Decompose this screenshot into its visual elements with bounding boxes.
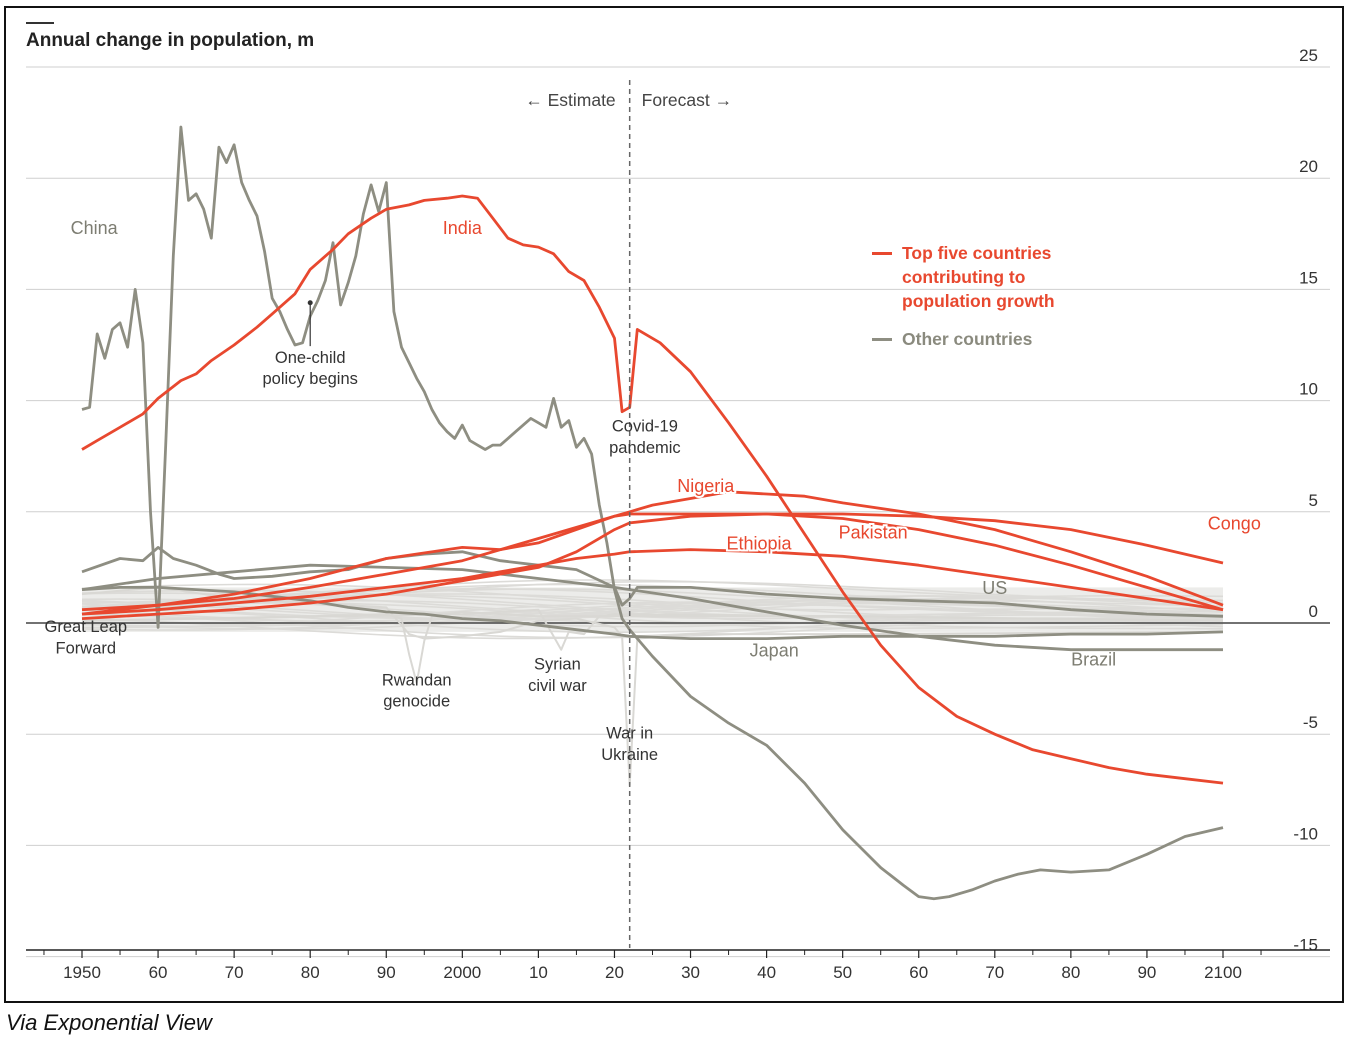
annotation-china: China: [71, 218, 119, 238]
annotation-us: US: [982, 578, 1007, 598]
chart-frame: [4, 6, 1344, 1003]
background-country-line: [81, 595, 1224, 622]
series-line-rwanda: [81, 610, 1224, 684]
series-line-syria: [81, 608, 1224, 651]
forecast-label: Forecast →: [642, 90, 732, 110]
annotation-rwandan: Rwandan genocide: [382, 671, 452, 710]
x-tick-label: 10: [529, 963, 548, 982]
legend: Top five countries contributing to popul…: [872, 241, 1055, 365]
annotation-great-leap: Great Leap Forward: [45, 618, 128, 657]
x-tick-label: 60: [909, 963, 928, 982]
annotation-pakistan: Pakistan: [839, 522, 908, 542]
x-tick-label: 80: [301, 963, 320, 982]
x-tick-label: 1950: [63, 963, 101, 982]
annotation-ethiopia: Ethiopia: [726, 534, 792, 554]
series-line-japan: [81, 586, 1224, 640]
annotation-covid-19: Covid-19 pandemic: [609, 418, 681, 457]
x-tick-label: 20: [605, 963, 624, 982]
background-band: [82, 587, 1223, 632]
estimate-label: ← Estimate: [525, 90, 615, 110]
annotation-one-child: One-child policy begins: [263, 349, 358, 388]
x-tick-label: 90: [1137, 963, 1156, 982]
chart-title: Annual change in population, m: [26, 30, 315, 51]
legend-item-top-five: Top five countries contributing to popul…: [872, 241, 1055, 313]
y-tick-label: 20: [1299, 157, 1318, 176]
background-country-line: [81, 601, 1224, 628]
x-tick-label: 60: [149, 963, 168, 982]
x-tick-label: 2000: [443, 963, 481, 982]
x-tick-label: 50: [833, 963, 852, 982]
annotation-nigeria: Nigeria: [677, 476, 735, 496]
annotation-syrian: Syrian civil war: [528, 656, 587, 695]
y-tick-label: -10: [1293, 824, 1318, 843]
series-line-congo: [81, 512, 1224, 620]
credit-text: Via Exponential View: [6, 1010, 212, 1035]
y-tick-label: 15: [1299, 268, 1318, 287]
y-tick-label: 5: [1309, 491, 1318, 510]
x-tick-label: 80: [1061, 963, 1080, 982]
background-country-line: [81, 602, 1224, 630]
x-tick-label: 40: [757, 963, 776, 982]
series-line-ethiopia: [81, 548, 1224, 616]
series-line-china: [81, 125, 1224, 901]
annotation-japan: Japan: [750, 640, 799, 660]
legend-swatch-top-five: [872, 252, 892, 255]
legend-swatch-other: [872, 338, 892, 341]
y-tick-label: -5: [1303, 713, 1318, 732]
legend-label-other: Other countries: [902, 329, 1033, 349]
annotation-pointer-dot: [307, 300, 313, 306]
series-line-brazil: [81, 563, 1223, 652]
series-line-india: [81, 194, 1224, 785]
series-line-nigeria: [81, 490, 1224, 612]
annotation-brazil: Brazil: [1071, 649, 1116, 669]
legend-item-other: Other countries: [872, 327, 1055, 351]
series-line-pakistan: [81, 512, 1224, 616]
legend-label-top-five: Top five countries contributing to popul…: [902, 243, 1055, 311]
x-tick-label: 70: [225, 963, 244, 982]
x-tick-label: 70: [985, 963, 1004, 982]
x-tick-label: 2100: [1204, 963, 1242, 982]
y-tick-label: 0: [1309, 602, 1318, 621]
x-tick-label: 90: [377, 963, 396, 982]
annotation-congo: Congo: [1208, 514, 1261, 534]
y-tick-label: -15: [1293, 936, 1318, 955]
series-line-us: [81, 546, 1224, 618]
title-rule: [26, 22, 54, 24]
y-tick-label: 10: [1299, 380, 1318, 399]
background-country-line: [81, 607, 1224, 634]
y-tick-label: 25: [1299, 46, 1318, 65]
x-tick-label: 30: [681, 963, 700, 982]
annotation-india: India: [443, 218, 483, 238]
annotation-war-in: War in Ukraine: [601, 725, 658, 764]
